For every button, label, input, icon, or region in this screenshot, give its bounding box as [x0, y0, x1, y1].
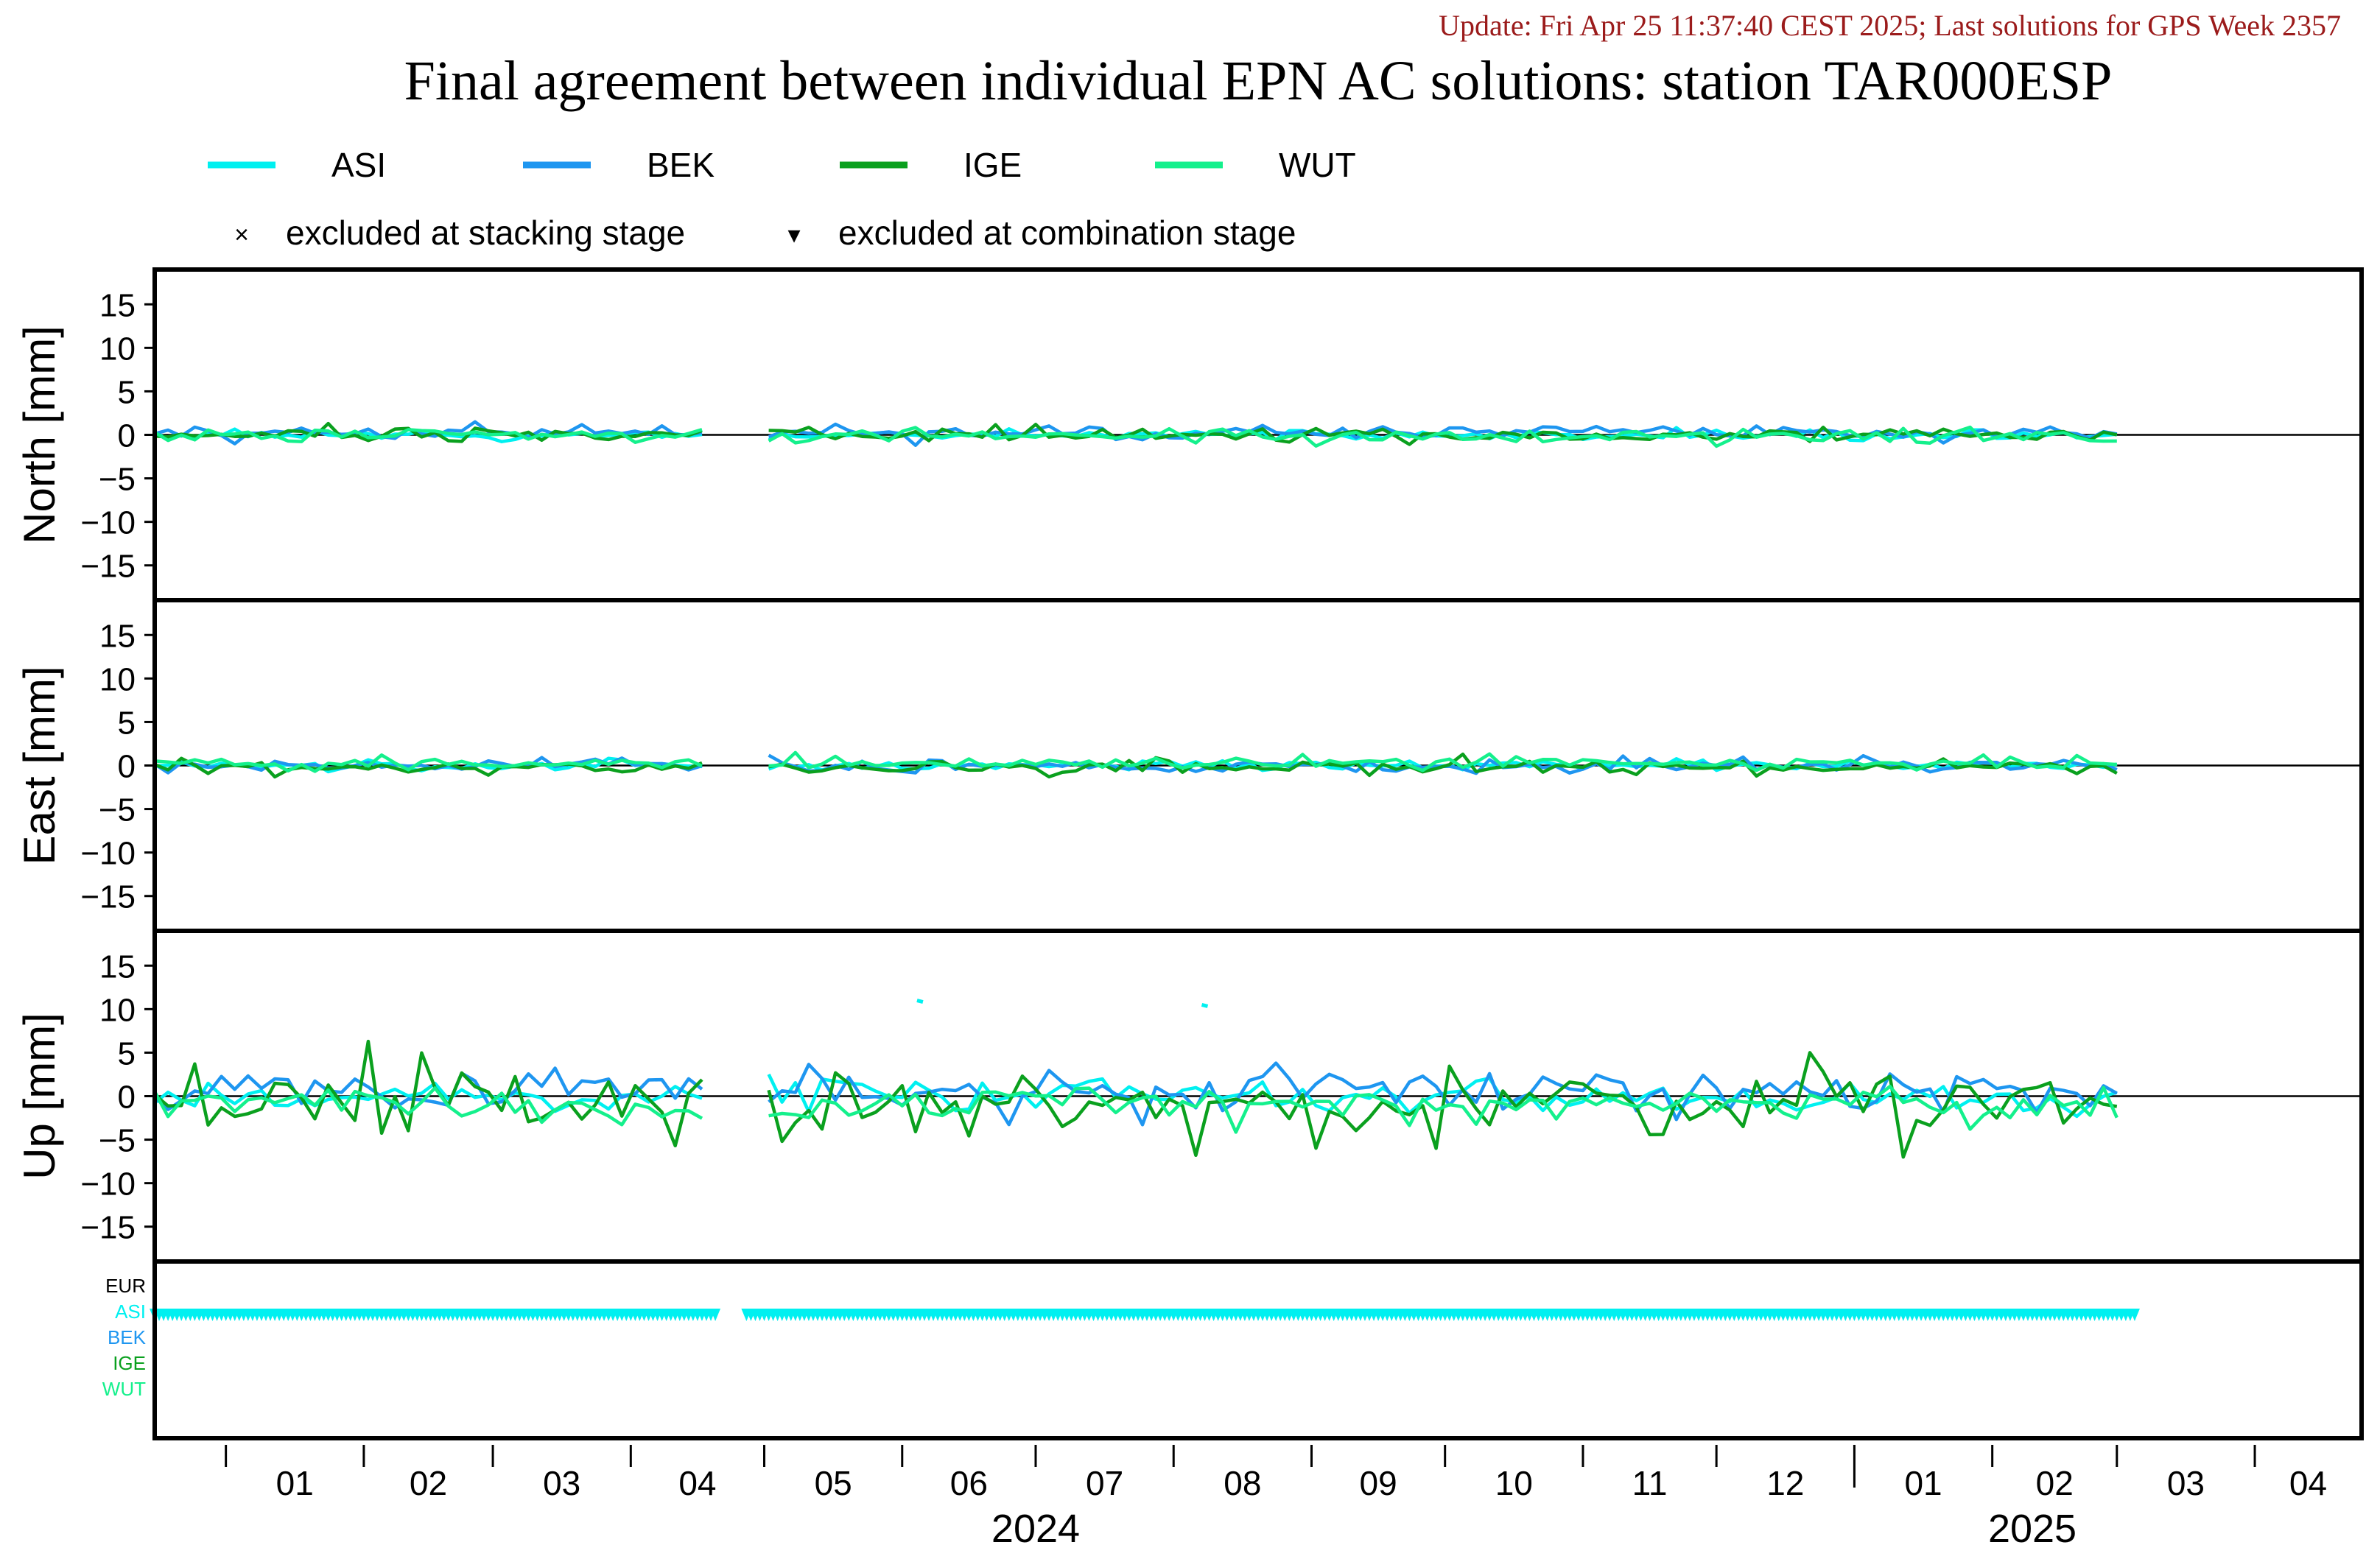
- x-tick-label: 12: [1766, 1464, 1804, 1502]
- x-tick-label: 09: [1360, 1464, 1397, 1502]
- legend-item-bek: BEK: [523, 146, 715, 184]
- x-tick-label: 03: [2167, 1464, 2205, 1502]
- status-panel: EUR ASI BEK IGE WUT: [102, 1259, 2364, 1440]
- y-tick-label: −15: [80, 879, 136, 915]
- y-tick-label: 15: [99, 287, 136, 323]
- x-tick-label: 11: [1632, 1464, 1668, 1502]
- x-axis: 01 02 03 04 05 06 07 08 09 10 11 12 01 02 03 04 2024 2025: [225, 1445, 2327, 1545]
- y-tick-label: 15: [99, 618, 136, 654]
- series-line-ige: [153, 1039, 703, 1148]
- y-tick-label: −15: [80, 549, 136, 585]
- status-frame: [152, 1259, 2364, 1440]
- legend-marker-label: excluded at stacking stage: [286, 214, 685, 252]
- y-axis-label: Up [mm]: [15, 1013, 64, 1180]
- x-year-label: 2025: [1988, 1507, 2077, 1545]
- y-tick-label: −10: [80, 836, 136, 872]
- y-tick-label: −15: [80, 1210, 136, 1246]
- series-line-wut: [153, 1086, 703, 1127]
- x-tick-label: 04: [2289, 1464, 2327, 1502]
- chart-title: Final agreement between individual EPN A…: [404, 50, 2113, 112]
- y-tick-label: 0: [118, 418, 136, 454]
- x-tick-label: 02: [2036, 1464, 2074, 1502]
- x-tick-label: 02: [410, 1464, 447, 1502]
- y-tick-label: −10: [80, 1166, 136, 1203]
- legend-label: WUT: [1279, 146, 1356, 184]
- panel-north: 15 10 5 0 −5 −10 −15 North [mm]: [15, 267, 2364, 602]
- legend-marker-0: × excluded at stacking stage: [234, 214, 685, 252]
- legend-marker-1: ▾ excluded at combination stage: [787, 214, 1296, 252]
- y-tick-label: −5: [99, 792, 136, 828]
- series-line-wut: [768, 425, 2117, 448]
- series-line-ige: [154, 756, 703, 779]
- y-tick-label: 5: [118, 705, 136, 741]
- y-axis-label: East [mm]: [15, 666, 64, 865]
- panel-east: 15 10 5 0 −5 −10 −15 East [mm]: [15, 598, 2364, 933]
- series-line-bek: [153, 1066, 703, 1111]
- series-line-wut: [153, 428, 703, 444]
- isolated-point: [916, 999, 924, 1004]
- legend-label: IGE: [963, 146, 1022, 184]
- y-tick-label: −5: [99, 1123, 136, 1159]
- x-tick-label: 01: [1904, 1464, 1942, 1502]
- y-tick-label: 15: [99, 949, 136, 985]
- series-line-asi: [153, 1081, 703, 1113]
- x-tick-label: 06: [950, 1464, 988, 1502]
- status-row-label: EUR: [105, 1275, 146, 1297]
- legend-label: BEK: [647, 146, 715, 184]
- y-tick-label: 5: [118, 1035, 136, 1071]
- x-tick-label: 07: [1086, 1464, 1123, 1502]
- status-marker: [2129, 1309, 2140, 1321]
- legend-label: ASI: [331, 146, 386, 184]
- status-row-label: ASI: [115, 1301, 146, 1323]
- status-row-label: IGE: [113, 1352, 146, 1374]
- legend-marker-symbol: ▾: [787, 221, 800, 249]
- status-row-label: WUT: [102, 1378, 146, 1400]
- panel-up: 15 10 5 0 −5 −10 −15 Up [mm]: [15, 929, 2364, 1264]
- y-tick-label: 5: [118, 374, 136, 410]
- y-tick-label: 0: [118, 1080, 136, 1116]
- y-tick-label: 0: [118, 749, 136, 785]
- x-tick-label: 10: [1495, 1464, 1533, 1502]
- legend-marker-symbol: ×: [234, 221, 249, 249]
- series-line-wut: [768, 750, 2117, 772]
- y-tick-label: −10: [80, 505, 136, 541]
- update-timestamp: Update: Fri Apr 25 11:37:40 CEST 2025; L…: [1439, 9, 2341, 42]
- y-tick-label: −5: [99, 462, 136, 498]
- x-tick-label: 01: [276, 1464, 314, 1502]
- legend-marker-label: excluded at combination stage: [838, 214, 1296, 252]
- y-tick-label: 10: [99, 661, 136, 697]
- y-tick-label: 10: [99, 992, 136, 1028]
- series-line-ige: [768, 423, 2118, 446]
- legend-item-ige: IGE: [840, 146, 1022, 184]
- x-tick-label: 08: [1224, 1464, 1261, 1502]
- series-line-wut: [768, 1085, 2119, 1134]
- x-tick-label: 04: [678, 1464, 716, 1502]
- legend-item-wut: WUT: [1155, 146, 1356, 184]
- y-axis-label: North [mm]: [15, 325, 64, 544]
- series-line-ige: [154, 421, 703, 443]
- isolated-point: [1201, 1003, 1209, 1008]
- x-year-label: 2024: [991, 1507, 1080, 1545]
- legend-item-asi: ASI: [208, 146, 386, 184]
- legend: ASI BEK IGE WUT × excluded at stacking stage ▾…: [208, 146, 1356, 252]
- status-marker: [710, 1309, 721, 1321]
- series-line-wut: [154, 753, 703, 773]
- status-row-label: BEK: [108, 1326, 147, 1348]
- y-tick-label: 10: [99, 331, 136, 367]
- x-tick-label: 05: [815, 1464, 852, 1502]
- x-tick-label: 03: [543, 1464, 580, 1502]
